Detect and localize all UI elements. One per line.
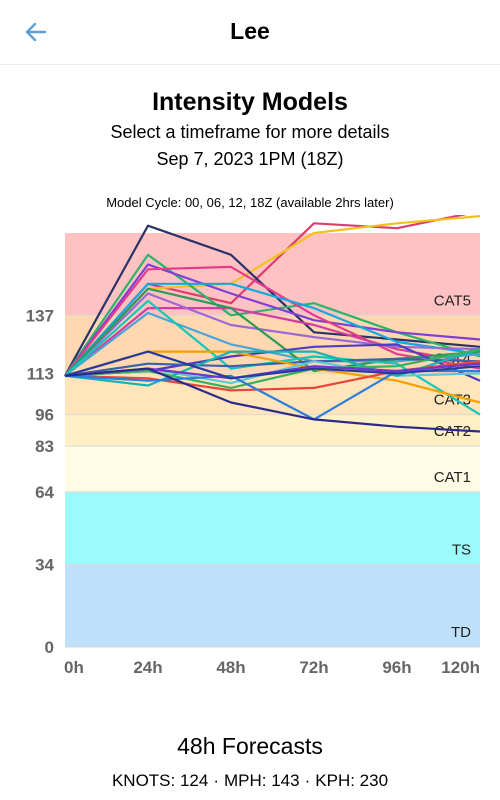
series-line-11 — [64, 287, 481, 377]
y-tick-label: 137 — [26, 306, 54, 325]
y-tick-label: 64 — [35, 483, 54, 502]
app-header: Lee — [0, 0, 500, 65]
x-tick-label: 48h — [216, 658, 245, 677]
band-cat1 — [65, 446, 480, 493]
band-label-cat2: CAT2 — [434, 423, 471, 440]
series-line-10 — [64, 292, 481, 377]
forecast-knots: KNOTS: 124 — [111, 771, 209, 790]
intensity-chart[interactable]: TDTSCAT1CAT2CAT3CAT4CAT50346483961131370… — [0, 215, 500, 685]
x-tick-label: 72h — [299, 658, 328, 677]
series-line-7 — [64, 282, 481, 377]
model-cycle-note: Model Cycle: 00, 06, 12, 18Z (available … — [106, 195, 394, 210]
band-ts — [65, 492, 480, 565]
x-tick-label: 120h — [441, 658, 480, 677]
back-button[interactable] — [18, 14, 54, 50]
band-cat5 — [65, 233, 480, 316]
series-line-20 — [64, 369, 480, 421]
series-line-23 — [64, 367, 481, 433]
band-label-cat5: CAT5 — [434, 292, 471, 309]
x-tick-label: 0h — [64, 658, 84, 677]
forecast-datetime: Sep 7, 2023 1PM (18Z) — [156, 149, 344, 169]
x-tick-label: 24h — [133, 658, 162, 677]
series-line-22 — [64, 350, 481, 380]
forecast-values: KNOTS: 124 · MPH: 143 · KPH: 230 — [111, 771, 389, 790]
y-tick-label: 113 — [27, 364, 54, 383]
y-tick-label: 0 — [45, 638, 54, 657]
series-line-19 — [64, 348, 481, 389]
y-tick-label: 96 — [35, 406, 54, 425]
series-line-4 — [64, 253, 481, 377]
y-tick-label: 83 — [35, 437, 54, 456]
page-subtitle: Select a timeframe for more details — [110, 122, 390, 142]
band-label-cat1: CAT1 — [434, 469, 471, 486]
series-line-5 — [64, 263, 481, 377]
band-td — [65, 564, 480, 647]
forecast-kph: KPH: 230 — [315, 771, 389, 790]
x-tick-label: 96h — [382, 658, 411, 677]
y-tick-label: 34 — [35, 556, 54, 575]
storm-name: Lee — [230, 18, 270, 44]
band-label-ts: TS — [452, 542, 471, 559]
forecast-mph: MPH: 143 — [224, 771, 300, 790]
series-line-14 — [64, 357, 481, 377]
forecast-title: 48h Forecasts — [177, 733, 323, 759]
series-line-6 — [64, 265, 481, 377]
band-label-td: TD — [451, 624, 471, 641]
series-line-3 — [64, 224, 481, 377]
arrow-left-icon — [25, 22, 47, 42]
page-title: Intensity Models — [152, 88, 348, 116]
band-cat2 — [65, 414, 480, 447]
